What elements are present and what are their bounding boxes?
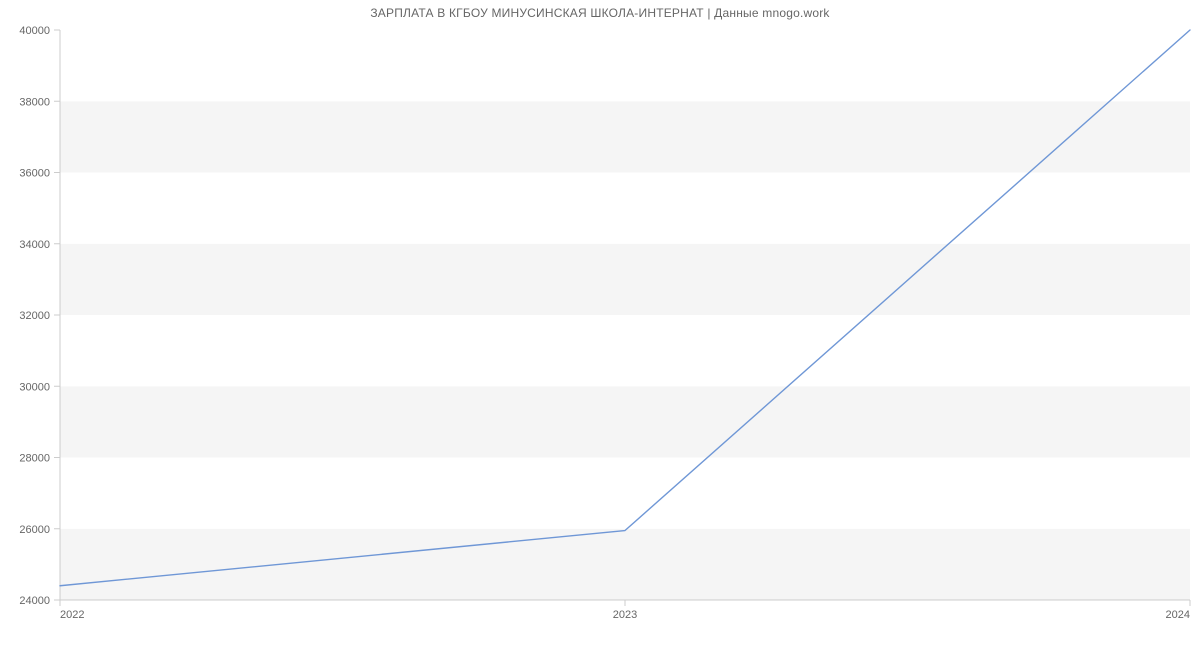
svg-text:34000: 34000 [19, 239, 50, 251]
svg-text:26000: 26000 [19, 524, 50, 536]
chart-svg: 24000 26000 28000 30000 32000 34000 36000 38000… [0, 0, 1200, 650]
svg-text:38000: 38000 [19, 96, 50, 108]
svg-text:40000: 40000 [19, 25, 50, 37]
svg-text:2024: 2024 [1166, 609, 1190, 621]
svg-text:28000: 28000 [19, 453, 50, 465]
svg-text:2023: 2023 [613, 609, 637, 621]
svg-text:30000: 30000 [19, 381, 50, 393]
svg-text:36000: 36000 [19, 168, 50, 180]
chart-title: ЗАРПЛАТА В КГБОУ МИНУСИНСКАЯ ШКОЛА-ИНТЕР… [0, 6, 1200, 20]
svg-text:2022: 2022 [60, 609, 84, 621]
svg-text:32000: 32000 [19, 310, 50, 322]
salary-line-chart: ЗАРПЛАТА В КГБОУ МИНУСИНСКАЯ ШКОЛА-ИНТЕР… [0, 0, 1200, 650]
svg-text:24000: 24000 [19, 595, 50, 607]
